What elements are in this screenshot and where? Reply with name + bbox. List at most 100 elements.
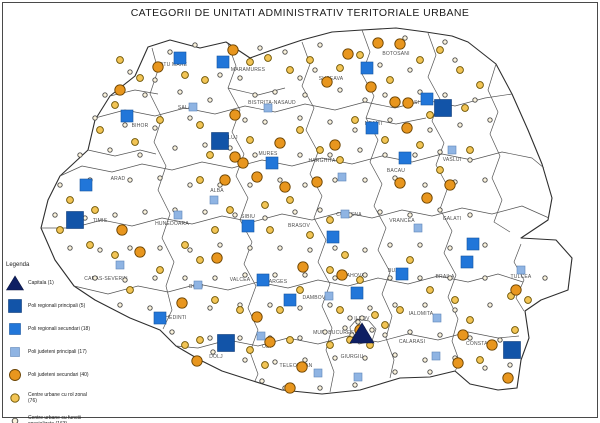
poli_judeteni_secundari-marker xyxy=(134,246,146,258)
centre_zonale-marker xyxy=(336,64,344,72)
centru-specializat-circle-icon xyxy=(4,412,26,423)
centre_zonale-marker xyxy=(91,206,99,214)
centre_specializate-marker xyxy=(359,315,365,321)
centre_zonale-marker xyxy=(196,176,204,184)
poli_regionali_principali-marker xyxy=(217,334,235,352)
county-label: PRAHOVA xyxy=(339,273,365,279)
centre_specializate-marker xyxy=(217,72,223,78)
centre_zonale-marker xyxy=(351,116,359,124)
centre_zonale-marker xyxy=(266,226,274,234)
poli_judeteni_secundari-marker xyxy=(421,192,433,204)
centre_specializate-marker xyxy=(347,315,353,321)
legend-item-poli-regionali-principali: Poli regionali principali (5) xyxy=(4,297,92,315)
centre_specializate-marker xyxy=(352,382,358,388)
poli_judeteni_principali-marker xyxy=(337,172,347,182)
centre_specializate-marker xyxy=(292,209,298,215)
centre_specializate-marker xyxy=(487,302,493,308)
poli_regionali_secundari-marker xyxy=(153,311,167,325)
centre_specializate-marker xyxy=(357,147,363,153)
centre_specializate-marker xyxy=(452,57,458,63)
poli_regionali_principali-marker xyxy=(503,341,521,359)
poli_judeteni_secundari-marker xyxy=(219,174,231,186)
poli_regionali_secundari-marker xyxy=(398,151,412,165)
centre_zonale-marker xyxy=(476,356,484,364)
poli_judeteni_secundari-marker xyxy=(227,44,239,56)
centre_specializate-marker xyxy=(152,275,158,281)
centre_specializate-marker xyxy=(387,275,393,281)
centre_specializate-marker xyxy=(342,325,348,331)
centre_zonale-marker xyxy=(196,121,204,129)
centre_zonale-marker xyxy=(371,311,379,319)
centre_specializate-marker xyxy=(327,302,333,308)
county-label: CONSTANTA xyxy=(466,341,498,347)
centre_zonale-marker xyxy=(396,306,404,314)
centre_zonale-marker xyxy=(386,76,394,84)
centre_specializate-marker xyxy=(122,122,128,128)
judetean-principal-square-icon xyxy=(4,343,26,361)
centre_specializate-marker xyxy=(382,152,388,158)
centre_specializate-marker xyxy=(302,357,308,363)
centre_zonale-marker xyxy=(196,336,204,344)
centre_specializate-marker xyxy=(392,369,398,375)
centre_zonale-marker xyxy=(356,276,364,284)
centre_zonale-marker xyxy=(286,336,294,344)
legend-title: Legenda xyxy=(6,262,30,268)
centre_specializate-marker xyxy=(447,245,453,251)
centre_zonale-marker xyxy=(96,126,104,134)
centre_specializate-marker xyxy=(412,152,418,158)
centre_specializate-marker xyxy=(457,122,463,128)
county-label: HARGHITA xyxy=(308,158,336,164)
centre_specializate-marker xyxy=(482,177,488,183)
centre_specializate-marker xyxy=(259,378,265,384)
poli_judeteni_secundari-marker xyxy=(486,339,498,351)
county-label: MURES xyxy=(258,151,278,157)
centre_zonale-marker xyxy=(206,151,214,159)
centre_specializate-marker xyxy=(92,115,98,121)
centre_zonale-marker xyxy=(181,241,189,249)
county-label: TIMIS xyxy=(93,218,108,224)
centre_specializate-marker xyxy=(382,92,388,98)
legend-item-poli-regionali-secundari: Poli regionali secundari (18) xyxy=(4,320,92,338)
poli_judeteni_secundari-marker xyxy=(342,48,354,60)
centre_specializate-marker xyxy=(297,152,303,158)
centre_specializate-marker xyxy=(142,92,148,98)
centre_specializate-marker xyxy=(317,207,323,213)
poli_judeteni_principali-marker xyxy=(340,209,350,219)
poli_regionali_principali-marker xyxy=(66,211,84,229)
poli_judeteni_principali-marker xyxy=(188,102,198,112)
poli_judeteni_secundari-marker xyxy=(264,336,276,348)
centre_specializate-marker xyxy=(267,302,273,308)
poli_judeteni_secundari-marker xyxy=(229,151,241,163)
centre_specializate-marker xyxy=(272,272,278,278)
county-label: CALARASI xyxy=(399,339,425,345)
centre_specializate-marker xyxy=(257,45,263,51)
county-label: TELEORMAN xyxy=(280,363,313,369)
centre_specializate-marker xyxy=(217,242,223,248)
poli_judeteni_secundari-marker xyxy=(237,157,249,169)
centre_zonale-marker xyxy=(326,266,334,274)
centre_specializate-marker xyxy=(112,212,118,218)
centre_zonale-marker xyxy=(246,346,254,354)
centre_specializate-marker xyxy=(355,319,361,325)
poli_regionali_principali-marker xyxy=(211,132,229,150)
centre_specializate-marker xyxy=(437,149,443,155)
centre_specializate-marker xyxy=(202,209,208,215)
centre_zonale-marker xyxy=(341,251,349,259)
centre_zonale-marker xyxy=(306,231,314,239)
centre_specializate-marker xyxy=(367,305,373,311)
centre_zonale-marker xyxy=(511,326,519,334)
centre_specializate-marker xyxy=(407,212,413,218)
centre_specializate-marker xyxy=(332,275,338,281)
centre_specializate-marker xyxy=(102,92,108,98)
legend-panel: Legenda Capitala (1) Poli regionali prin… xyxy=(4,262,92,423)
centre_specializate-marker xyxy=(232,212,238,218)
centre_specializate-marker xyxy=(152,77,158,83)
poli_judeteni_secundari-marker xyxy=(229,109,241,121)
poli_judeteni_principali-marker xyxy=(353,372,363,382)
poli_judeteni_secundari-marker xyxy=(401,122,413,134)
centre_specializate-marker xyxy=(437,207,443,213)
centre_specializate-marker xyxy=(482,275,488,281)
centre_zonale-marker xyxy=(136,74,144,82)
poli_regionali_secundari-marker xyxy=(79,178,93,192)
county-label: GIURGIU xyxy=(341,354,364,360)
